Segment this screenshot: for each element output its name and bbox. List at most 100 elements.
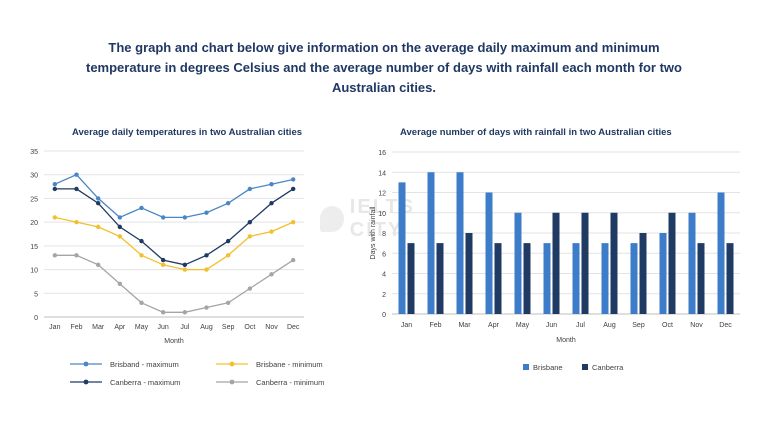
bar-canberra [552, 212, 560, 314]
line-chart-title: Average daily temperatures in two Austra… [72, 127, 303, 138]
bar-canberra [610, 212, 618, 314]
line-x-tick-label: Mar [92, 324, 105, 331]
line-point [74, 172, 79, 177]
bar-y-tick-label: 2 [382, 292, 386, 299]
line-series-4 [54, 254, 294, 313]
line-point [247, 186, 253, 192]
line-point [247, 234, 253, 239]
bar-brisbane [717, 192, 725, 314]
bar-chart-title: Average number of days with rainfall in … [400, 127, 672, 138]
bar-brisbane [514, 212, 522, 314]
line-point [225, 200, 231, 206]
line-point [160, 215, 166, 220]
line-legend-marker [229, 361, 235, 367]
line-point [95, 196, 101, 201]
line-legend-label: Canberra - maximum [110, 378, 180, 387]
line-x-tick-label: May [135, 324, 149, 331]
bar-brisbane [572, 243, 580, 314]
bar-y-tick-label: 14 [378, 170, 386, 177]
line-series-2 [54, 216, 294, 271]
line-point [117, 224, 123, 230]
line-point [160, 310, 166, 315]
line-point [290, 186, 296, 192]
line-x-tick-label: Jun [158, 324, 169, 331]
line-point [182, 267, 188, 272]
bar-canberra [523, 243, 531, 314]
line-point [95, 262, 101, 268]
bar-canberra [726, 243, 734, 314]
line-legend-marker [229, 379, 235, 385]
watermark-logo-icon [320, 206, 344, 232]
bar-canberra [436, 243, 444, 314]
bar-canberra [668, 212, 676, 314]
line-point [117, 215, 123, 220]
bar-y-tick-label: 6 [382, 251, 386, 258]
line-x-tick-label: Oct [244, 324, 255, 331]
line-point [52, 186, 58, 192]
bar-brisbane [456, 172, 464, 314]
line-point [204, 210, 209, 215]
line-y-tick-label: 35 [30, 149, 38, 156]
bar-legend-label: Canberra [592, 363, 624, 372]
bar-x-tick-label: Sep [632, 322, 645, 329]
bar-x-tick-label: May [516, 322, 530, 329]
line-x-tick-label: Nov [265, 324, 278, 331]
bar-canberra [407, 243, 415, 314]
bar-y-axis-label: Days with rainfall [370, 206, 377, 259]
line-point [182, 310, 188, 315]
line-y-tick-label: 15 [30, 244, 38, 251]
line-point [160, 257, 166, 263]
line-point [204, 305, 209, 310]
line-point [247, 286, 253, 291]
bar-y-tick-label: 0 [382, 312, 386, 319]
line-x-tick-label: Feb [70, 324, 82, 331]
bar-brisbane [485, 192, 493, 314]
line-point [204, 267, 209, 272]
line-point [74, 253, 79, 258]
line-point [269, 272, 274, 277]
bar-x-tick-label: Apr [488, 322, 500, 329]
line-point [74, 186, 79, 192]
page-heading: The graph and chart below give informati… [86, 40, 682, 95]
line-point [290, 257, 296, 263]
bar-x-tick-label: Jan [401, 322, 412, 329]
bar-canberra [639, 233, 647, 314]
line-y-tick-label: 30 [30, 173, 38, 180]
bar-canberra [465, 233, 473, 314]
bar-canberra [494, 243, 502, 314]
bar-canberra [697, 243, 705, 314]
line-legend-marker [83, 361, 89, 367]
line-x-tick-label: Apr [114, 324, 126, 331]
bar-x-tick-label: Dec [719, 322, 732, 329]
line-y-tick-label: 0 [34, 315, 38, 322]
line-point [95, 200, 101, 206]
line-point [160, 262, 166, 268]
bar-brisbane [659, 233, 667, 314]
line-y-tick-label: 20 [30, 220, 38, 227]
bar-x-tick-label: Nov [690, 322, 703, 329]
line-point [269, 229, 274, 234]
bar-y-tick-label: 10 [378, 211, 386, 218]
line-point [74, 219, 79, 225]
line-point [225, 253, 231, 258]
line-x-tick-label: Sep [222, 324, 235, 331]
line-x-tick-label: Dec [287, 324, 300, 331]
line-point [117, 234, 123, 239]
line-point [225, 238, 231, 244]
bar-legend-label: Brisbane [533, 363, 563, 372]
line-series-3 [54, 188, 294, 266]
line-point [269, 182, 274, 187]
line-point [247, 219, 253, 225]
line-x-tick-label: Jul [180, 324, 189, 331]
bar-y-tick-label: 8 [382, 231, 386, 238]
line-point [269, 200, 274, 206]
line-point [204, 253, 209, 258]
bar-x-tick-label: Mar [458, 322, 471, 329]
line-point [182, 262, 188, 268]
bar-legend-swatch [523, 364, 529, 370]
line-point [290, 219, 296, 225]
line-point [52, 253, 58, 258]
line-y-tick-label: 10 [30, 268, 38, 275]
bar-y-tick-label: 16 [378, 150, 386, 157]
